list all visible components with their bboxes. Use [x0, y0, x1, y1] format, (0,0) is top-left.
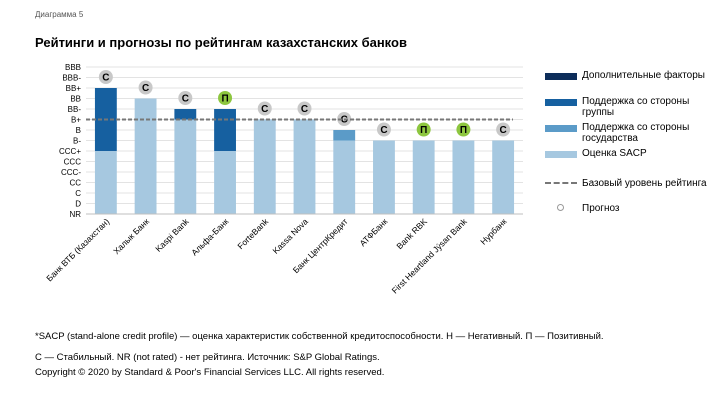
y-tick-label: B — [76, 126, 81, 135]
legend-label: Поддержка со стороны государства — [582, 122, 690, 144]
y-tick-label: BBB — [65, 63, 81, 72]
legend-swatch — [545, 151, 577, 158]
outlook-marker — [178, 91, 193, 105]
outlook-label: С — [301, 104, 308, 115]
legend-label: Поддержка со стороны группы — [582, 96, 690, 118]
x-tick-label: Kassa Nova — [270, 216, 310, 256]
y-tick-label: BB — [70, 95, 81, 104]
bar-segment — [412, 140, 435, 214]
x-tick-label: Альфа-Банк — [189, 216, 230, 257]
chart-title: Рейтинги и прогнозы по рейтингам казахст… — [35, 35, 407, 50]
y-tick-label: BB+ — [66, 84, 82, 93]
x-tick-label: Халык Банк — [111, 216, 151, 256]
x-tick-label: Bank RBK — [394, 216, 429, 251]
bar-segment — [452, 140, 475, 214]
outlook-label: С — [500, 125, 507, 136]
y-tick-label: BBB- — [62, 74, 81, 83]
outlook-label: С — [102, 73, 109, 84]
footnote-outlook-source: С — Стабильный. NR (not rated) - нет рей… — [35, 352, 380, 363]
outlook-marker — [138, 80, 153, 95]
y-tick-label: CC — [69, 179, 81, 188]
outlook-label: П — [420, 125, 427, 136]
legend-label: Дополнительные факторы — [582, 70, 705, 81]
y-tick-label: C — [75, 189, 81, 198]
bar-segment — [94, 151, 117, 214]
outlook-marker — [218, 91, 233, 105]
legend-swatch — [545, 99, 577, 106]
x-tick-label: АТФБанк — [357, 216, 389, 248]
outlook-marker — [416, 122, 431, 137]
legend-circle-icon — [557, 204, 564, 211]
footnote-copyright: Copyright © 2020 by Standard & Poor's Fi… — [35, 367, 385, 378]
outlook-marker — [98, 70, 113, 84]
outlook-label: С — [182, 94, 189, 105]
legend-dash-swatch — [545, 182, 577, 184]
outlook-marker — [257, 101, 272, 116]
bar-segment — [174, 119, 197, 214]
x-tick-label: Банк ВТБ (Казахстан) — [44, 216, 111, 283]
outlook-label: П — [221, 94, 228, 105]
outlook-label: С — [142, 83, 149, 94]
bar-segment — [214, 109, 236, 151]
y-tick-label: CCC+ — [59, 147, 81, 156]
y-tick-label: D — [75, 200, 81, 209]
y-tick-label: B- — [73, 137, 81, 146]
y-tick-label: BB- — [68, 105, 82, 114]
x-tick-label: Нурбанк — [478, 216, 508, 246]
outlook-marker — [496, 122, 511, 137]
outlook-marker — [456, 122, 471, 137]
outlook-marker — [297, 101, 312, 116]
bar-segment — [174, 109, 197, 120]
y-tick-label: CCC- — [61, 168, 81, 177]
footnote-sacp: *SACP (stand-alone credit profile) — оце… — [35, 331, 604, 342]
outlook-label: С — [380, 125, 387, 136]
diagram-number: Диаграмма 5 — [35, 10, 84, 19]
bar-segment — [333, 140, 356, 214]
bar-segment — [492, 140, 515, 214]
legend-label: Оценка SACP — [582, 148, 647, 159]
legend-swatch — [545, 73, 577, 80]
bar-segment — [333, 130, 356, 141]
bar-segment — [134, 98, 157, 214]
bar-segment — [253, 119, 276, 214]
y-tick-label: CCC — [64, 158, 82, 167]
x-tick-label: First Heartland Jýsan Bank — [390, 216, 470, 296]
legend-swatch — [545, 125, 577, 132]
bar-segment — [373, 140, 395, 214]
outlook-label: С — [261, 104, 268, 115]
bar-segment — [214, 151, 236, 214]
x-tick-label: Kaspi Bank — [153, 216, 191, 254]
legend-label: Прогноз — [582, 203, 620, 214]
x-tick-label: ForteBank — [235, 216, 270, 251]
outlook-label: П — [460, 125, 467, 136]
legend-label: Базовый уровень рейтинга — [582, 178, 707, 189]
y-tick-label: B+ — [71, 116, 81, 125]
outlook-marker — [376, 122, 391, 137]
y-tick-label: NR — [69, 210, 81, 219]
bar-segment — [293, 119, 316, 214]
